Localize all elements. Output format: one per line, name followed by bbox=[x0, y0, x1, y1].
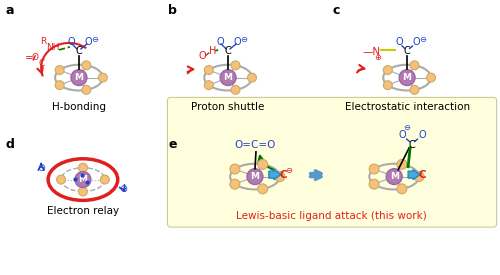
Circle shape bbox=[78, 163, 88, 172]
Text: M: M bbox=[224, 73, 232, 82]
Circle shape bbox=[55, 81, 64, 90]
Text: O=C=O: O=C=O bbox=[234, 140, 276, 150]
Text: O: O bbox=[67, 37, 75, 47]
Circle shape bbox=[399, 70, 415, 86]
Text: O: O bbox=[412, 37, 420, 47]
Text: O: O bbox=[234, 37, 241, 47]
Text: ⊕: ⊕ bbox=[374, 53, 381, 62]
Circle shape bbox=[369, 164, 379, 174]
Text: a: a bbox=[6, 4, 14, 17]
Text: Electrostatic interaction: Electrostatic interaction bbox=[344, 102, 470, 112]
Circle shape bbox=[230, 179, 240, 189]
Text: O: O bbox=[198, 51, 206, 61]
Text: —N: —N bbox=[362, 47, 380, 57]
Circle shape bbox=[386, 169, 402, 185]
Circle shape bbox=[75, 172, 91, 188]
Circle shape bbox=[410, 86, 419, 94]
Text: O: O bbox=[216, 37, 224, 47]
Circle shape bbox=[71, 70, 87, 86]
Text: C: C bbox=[38, 59, 44, 68]
Text: c: c bbox=[332, 4, 340, 17]
Circle shape bbox=[414, 172, 424, 182]
Text: Electron relay: Electron relay bbox=[47, 206, 119, 216]
Text: ⊖: ⊖ bbox=[404, 123, 410, 132]
Text: C: C bbox=[224, 46, 232, 56]
Text: ⊖: ⊖ bbox=[92, 34, 98, 43]
Text: M: M bbox=[402, 73, 411, 82]
Circle shape bbox=[230, 164, 240, 174]
Text: NH: NH bbox=[46, 43, 60, 53]
Circle shape bbox=[98, 73, 108, 82]
Text: Lewis-basic ligand attack (this work): Lewis-basic ligand attack (this work) bbox=[236, 211, 427, 221]
Text: ⊖: ⊖ bbox=[37, 163, 45, 173]
Text: b: b bbox=[168, 4, 177, 17]
Text: C: C bbox=[418, 170, 426, 180]
Text: C: C bbox=[408, 140, 416, 150]
Circle shape bbox=[384, 81, 392, 90]
Text: M: M bbox=[250, 172, 260, 181]
Circle shape bbox=[397, 184, 407, 194]
Circle shape bbox=[220, 70, 236, 86]
Circle shape bbox=[100, 175, 110, 184]
FancyArrow shape bbox=[269, 170, 281, 180]
Circle shape bbox=[231, 61, 240, 70]
Text: ⊖: ⊖ bbox=[420, 34, 426, 43]
Circle shape bbox=[204, 66, 214, 75]
Text: R: R bbox=[40, 37, 46, 46]
Circle shape bbox=[231, 86, 240, 94]
Text: O: O bbox=[32, 53, 38, 62]
Text: C: C bbox=[76, 46, 82, 56]
Circle shape bbox=[275, 172, 285, 182]
Text: O: O bbox=[398, 130, 406, 140]
Text: O: O bbox=[396, 37, 403, 47]
Circle shape bbox=[426, 73, 436, 82]
Text: Proton shuttle: Proton shuttle bbox=[192, 102, 265, 112]
Text: M: M bbox=[390, 172, 398, 181]
Circle shape bbox=[55, 66, 64, 75]
Text: e: e bbox=[168, 138, 177, 151]
Circle shape bbox=[384, 66, 392, 75]
FancyBboxPatch shape bbox=[168, 97, 496, 227]
FancyArrow shape bbox=[408, 170, 420, 180]
Circle shape bbox=[369, 179, 379, 189]
Text: H: H bbox=[208, 46, 216, 56]
Text: ⊖: ⊖ bbox=[118, 185, 127, 194]
Circle shape bbox=[397, 160, 407, 169]
Circle shape bbox=[247, 169, 263, 185]
Text: O: O bbox=[84, 37, 92, 47]
Circle shape bbox=[410, 61, 419, 70]
Text: ⊖: ⊖ bbox=[240, 34, 248, 43]
Circle shape bbox=[248, 73, 256, 82]
Text: M: M bbox=[78, 175, 88, 184]
Circle shape bbox=[56, 175, 66, 184]
Circle shape bbox=[82, 86, 91, 94]
Circle shape bbox=[204, 81, 214, 90]
Circle shape bbox=[78, 187, 88, 196]
Text: H-bonding: H-bonding bbox=[52, 102, 106, 112]
Circle shape bbox=[258, 160, 268, 169]
Text: C: C bbox=[279, 170, 286, 180]
Circle shape bbox=[258, 184, 268, 194]
Text: O: O bbox=[418, 130, 426, 140]
Circle shape bbox=[82, 61, 91, 70]
Text: ⊖: ⊖ bbox=[286, 166, 292, 175]
Text: =: = bbox=[25, 53, 34, 63]
Text: C: C bbox=[404, 46, 410, 56]
Text: d: d bbox=[6, 138, 14, 151]
Text: M: M bbox=[74, 73, 84, 82]
